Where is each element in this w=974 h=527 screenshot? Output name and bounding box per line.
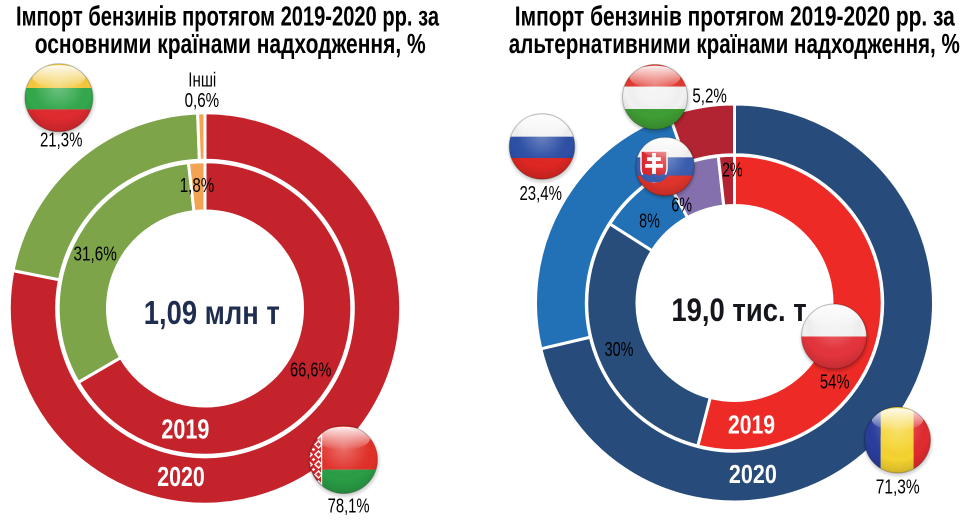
svg-text:2020: 2020 xyxy=(157,461,205,492)
svg-text:Імпорт бензинів протягом 2019-: Імпорт бензинів протягом 2019-2020 рр. з… xyxy=(515,0,956,31)
svg-text:2019: 2019 xyxy=(728,409,775,439)
svg-text:78,1%: 78,1% xyxy=(328,496,370,518)
svg-text:1,8%: 1,8% xyxy=(180,175,215,197)
svg-text:альтернативними країнами надхо: альтернативними країнами надходження, % xyxy=(509,28,960,59)
svg-text:71,3%: 71,3% xyxy=(876,477,920,499)
svg-text:66,6%: 66,6% xyxy=(290,360,332,382)
svg-text:2%: 2% xyxy=(722,159,743,181)
svg-text:Інші: Інші xyxy=(188,70,216,92)
svg-text:54%: 54% xyxy=(820,372,850,394)
svg-text:19,0 тис. т: 19,0 тис. т xyxy=(671,292,806,328)
svg-text:8%: 8% xyxy=(639,211,660,233)
svg-text:основними країнами надходження: основними країнами надходження, % xyxy=(35,28,426,59)
svg-text:5,2%: 5,2% xyxy=(692,85,727,107)
svg-text:Імпорт бензинів протягом 2019-: Імпорт бензинів протягом 2019-2020 рр. з… xyxy=(16,1,440,32)
svg-text:30%: 30% xyxy=(605,339,634,361)
svg-text:23,4%: 23,4% xyxy=(519,183,562,205)
svg-text:0,6%: 0,6% xyxy=(185,90,220,112)
svg-text:1,09 млн т: 1,09 млн т xyxy=(144,294,280,331)
svg-text:2020: 2020 xyxy=(729,459,777,489)
svg-text:6%: 6% xyxy=(671,194,692,216)
svg-text:31,6%: 31,6% xyxy=(74,244,117,266)
svg-text:2019: 2019 xyxy=(161,414,209,445)
